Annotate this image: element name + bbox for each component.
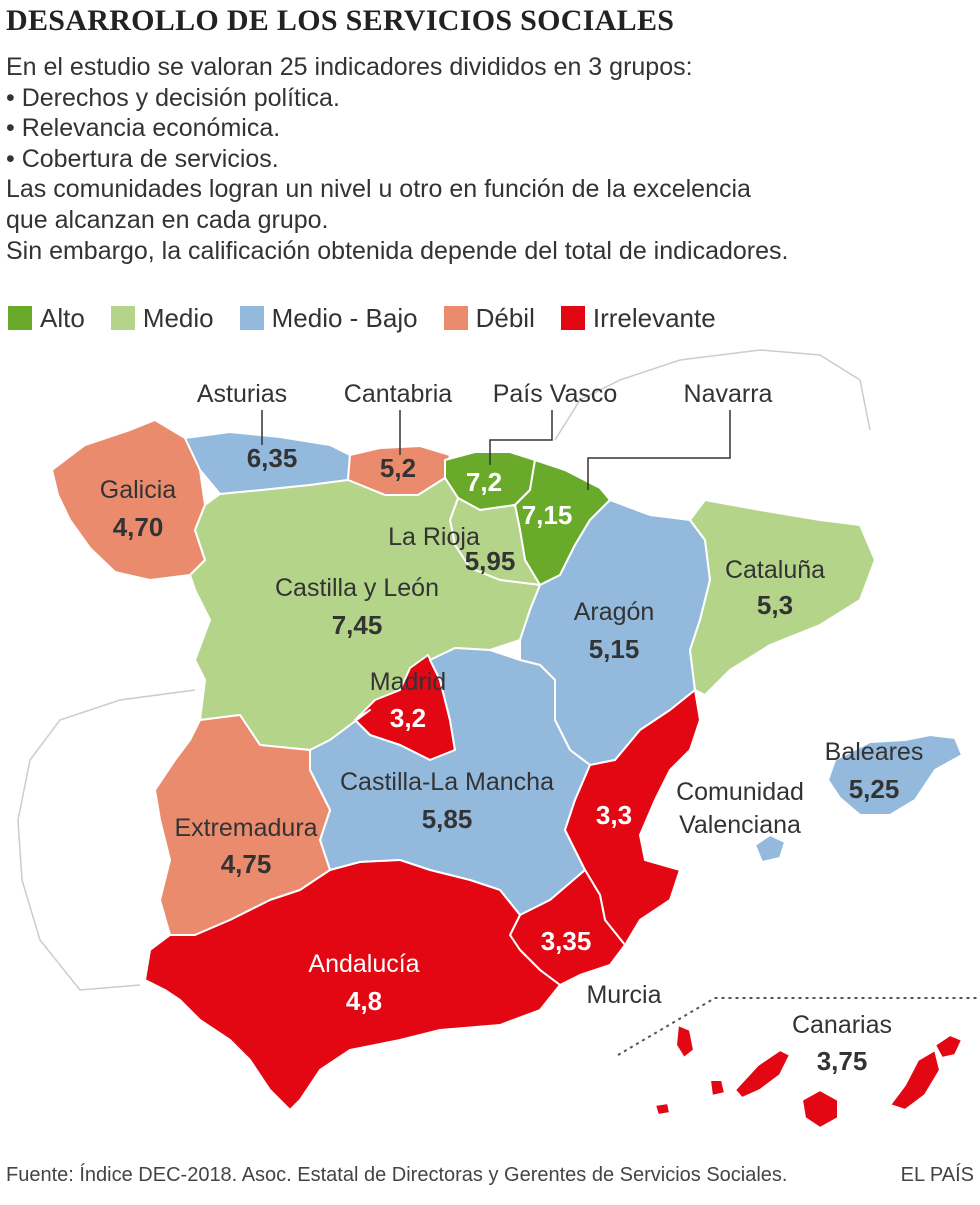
label-asturias-value: 6,35 bbox=[247, 443, 298, 473]
label-pais-vasco-name: País Vasco bbox=[493, 380, 618, 408]
region-andalucia[interactable] bbox=[144, 859, 561, 1111]
label-aragon-name: Aragón bbox=[574, 598, 655, 626]
label-canarias-name: Canarias bbox=[792, 1011, 892, 1039]
label-galicia-value: 4,70 bbox=[113, 512, 164, 542]
label-extremadura-name: Extremadura bbox=[174, 814, 317, 842]
legend-label-debil: Débil bbox=[475, 302, 535, 333]
legend-swatch-medio bbox=[110, 306, 135, 330]
france-border bbox=[554, 349, 871, 441]
label-andalucia-value: 4,8 bbox=[346, 986, 382, 1016]
legend-label-irrelevante: Irrelevante bbox=[592, 302, 716, 333]
region-canarias-4[interactable] bbox=[654, 1102, 671, 1116]
legend-swatch-debil bbox=[443, 306, 468, 330]
region-canarias-7[interactable] bbox=[934, 1034, 963, 1059]
region-canarias-3[interactable] bbox=[734, 1049, 791, 1099]
legend-label-medio-bajo: Medio - Bajo bbox=[271, 302, 418, 333]
legend-item-irrelevante: Irrelevante bbox=[560, 302, 716, 334]
intro-line: que alcanzan en cada grupo. bbox=[6, 205, 329, 234]
label-castilla-la-mancha-name: Castilla-La Mancha bbox=[340, 768, 554, 796]
legend-label-medio: Medio bbox=[142, 302, 214, 333]
intro-line: • Cobertura de servicios. bbox=[6, 144, 279, 173]
label-baleares-value: 5,25 bbox=[849, 774, 900, 804]
label-cataluna-name: Cataluña bbox=[725, 556, 825, 584]
label-la-rioja-name: La Rioja bbox=[388, 523, 480, 551]
region-canarias-1[interactable] bbox=[675, 1024, 695, 1059]
source-note: Fuente: Índice DEC-2018. Asoc. Estatal d… bbox=[6, 1164, 788, 1186]
leader-pais-vasco bbox=[489, 410, 553, 465]
label-asturias-name: Asturias bbox=[197, 380, 287, 408]
label-andalucia-name: Andalucía bbox=[308, 950, 419, 978]
label-castilla-leon-value: 7,45 bbox=[332, 610, 383, 640]
label-murcia-name: Murcia bbox=[586, 981, 661, 1009]
label-extremadura-value: 4,75 bbox=[221, 849, 272, 879]
intro-line: Las comunidades logran un nivel u otro e… bbox=[6, 175, 751, 204]
label-comunidad-valenciana-value: 3,3 bbox=[596, 800, 632, 830]
label-navarra-name: Navarra bbox=[684, 380, 773, 408]
legend-swatch-medio-bajo bbox=[239, 306, 264, 330]
footer: Fuente: Índice DEC-2018. Asoc. Estatal d… bbox=[6, 1164, 974, 1187]
legend-swatch-irrelevante bbox=[560, 306, 585, 330]
label-galicia-name: Galicia bbox=[100, 476, 177, 504]
label-cataluna-value: 5,3 bbox=[757, 590, 793, 620]
intro-line: • Relevancia económica. bbox=[6, 114, 281, 143]
region-canarias-6[interactable] bbox=[889, 1049, 941, 1111]
label-castilla-la-mancha-value: 5,85 bbox=[422, 804, 473, 834]
legend-item-medio-bajo: Medio - Bajo bbox=[239, 302, 418, 334]
label-pais-vasco-value: 7,2 bbox=[466, 467, 502, 497]
region-canarias-2[interactable] bbox=[709, 1079, 726, 1097]
region-comunidad-valenciana[interactable] bbox=[564, 689, 701, 946]
label-cantabria-name: Cantabria bbox=[344, 380, 452, 408]
legend-label-alto: Alto bbox=[40, 302, 85, 333]
label-navarra-value: 7,15 bbox=[522, 500, 573, 530]
page-title: DESARROLLO DE LOS SERVICIOS SOCIALES bbox=[6, 4, 675, 37]
legend-item-medio: Medio bbox=[110, 302, 214, 334]
canarias-inset-frame bbox=[617, 997, 980, 1056]
legend-item-alto: Alto bbox=[8, 303, 85, 334]
label-madrid-value: 3,2 bbox=[390, 703, 426, 733]
region-canarias-5[interactable] bbox=[801, 1089, 839, 1129]
intro-line: Sin embargo, la calificación obtenida de… bbox=[6, 236, 789, 265]
label-baleares-name: Baleares bbox=[825, 738, 924, 766]
brand-label: EL PAÍS bbox=[900, 1164, 974, 1186]
intro-text: En el estudio se valoran 25 indicadores … bbox=[6, 52, 966, 266]
label-castilla-leon-name: Castilla y León bbox=[275, 574, 439, 602]
intro-line: • Derechos y decisión política. bbox=[6, 83, 340, 112]
leader-navarra bbox=[587, 410, 731, 490]
intro-line: En el estudio se valoran 25 indicadores … bbox=[6, 53, 693, 81]
region-baleares-ibiza[interactable] bbox=[754, 834, 786, 863]
legend-item-debil: Débil bbox=[443, 302, 535, 334]
label-comunidad-valenciana-name-1: Comunidad bbox=[676, 778, 804, 806]
label-cantabria-value: 5,2 bbox=[380, 453, 416, 483]
region-baleares-mallorca[interactable] bbox=[827, 734, 963, 816]
label-comunidad-valenciana-name-2: Valenciana bbox=[679, 811, 801, 839]
label-la-rioja-value: 5,95 bbox=[465, 546, 516, 576]
legend: Alto Medio Medio - Bajo Débil Irrelevant… bbox=[8, 302, 742, 334]
label-madrid-name: Madrid bbox=[370, 668, 446, 696]
region-cataluna[interactable] bbox=[689, 499, 876, 696]
label-canarias-value: 3,75 bbox=[817, 1046, 868, 1076]
portugal-border bbox=[17, 689, 196, 991]
label-aragon-value: 5,15 bbox=[589, 634, 640, 664]
label-murcia-value: 3,35 bbox=[541, 926, 592, 956]
legend-swatch-alto bbox=[8, 306, 32, 330]
